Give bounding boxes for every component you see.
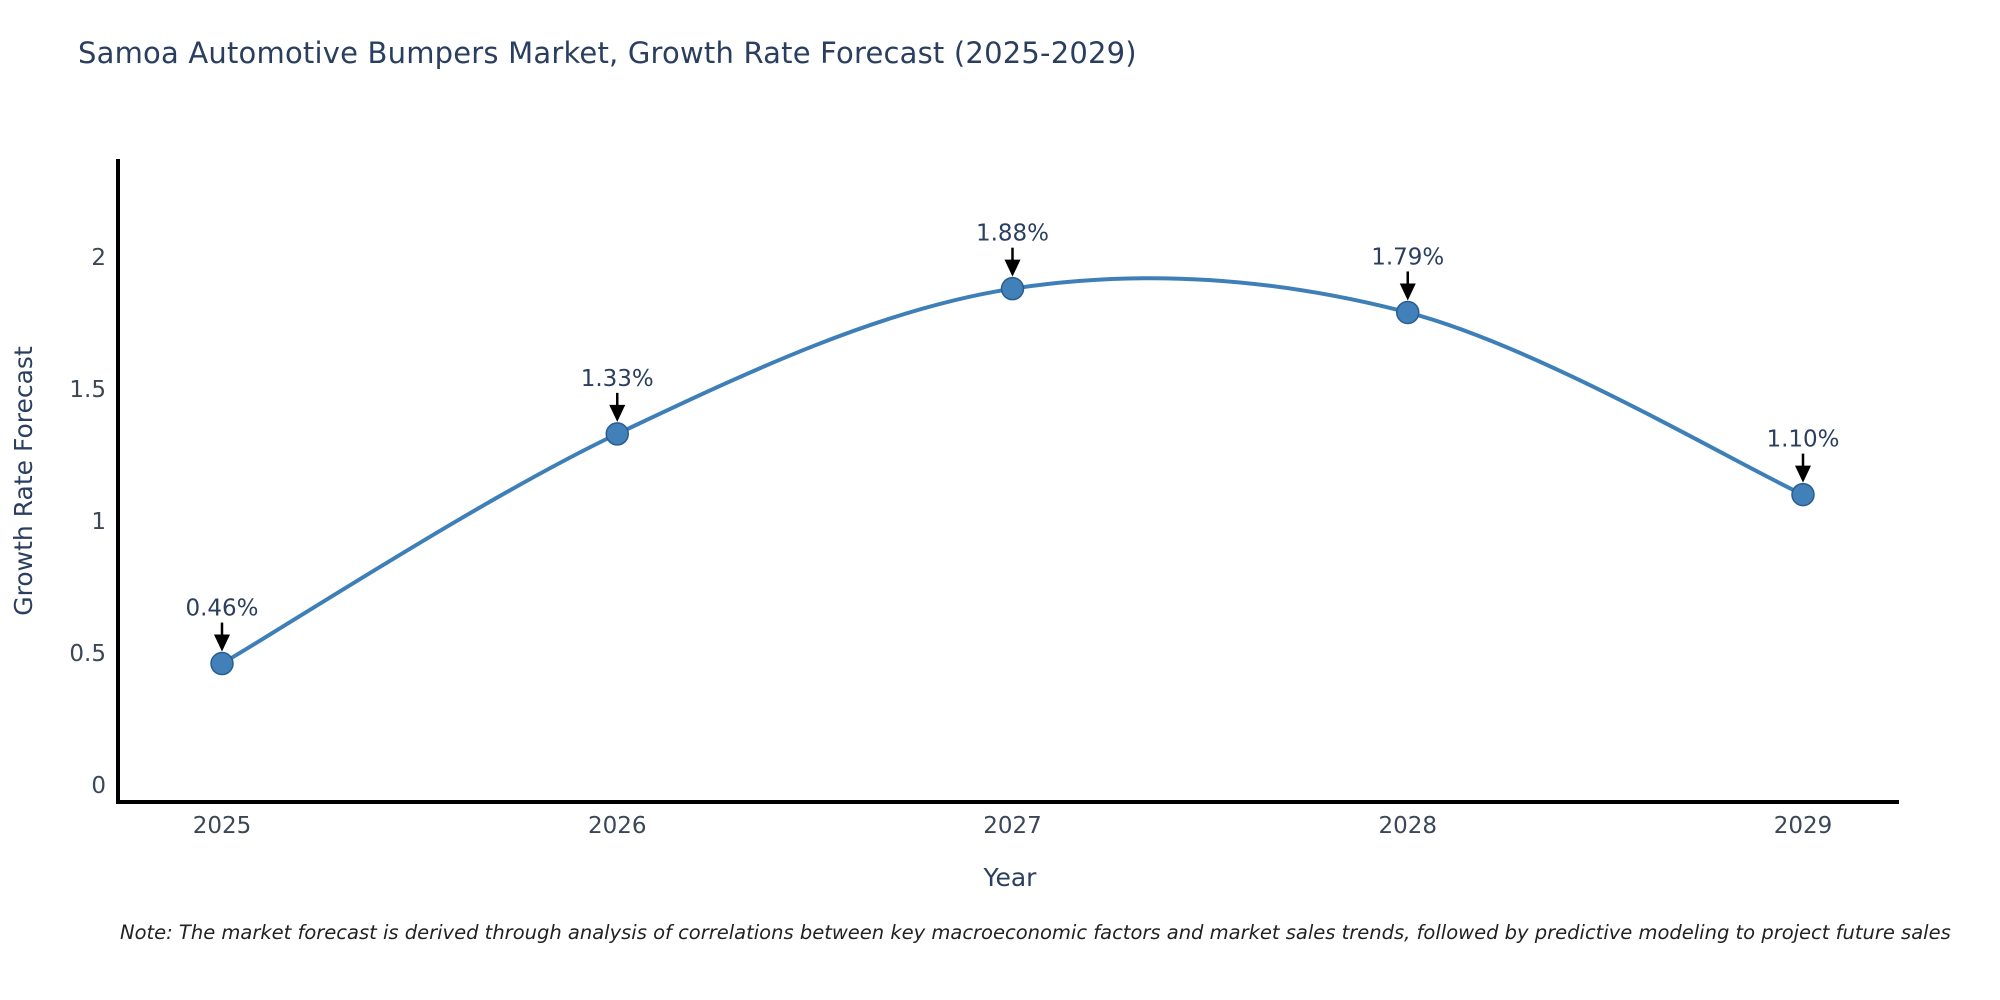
- chart-canvas[interactable]: 0.46% 1.33% 1.88% 1.79% 1.10% 0 0.5 1 1.: [0, 0, 2000, 900]
- x-tick-label: 2026: [588, 813, 647, 839]
- data-point-2027[interactable]: [1000, 276, 1025, 301]
- x-tick-label: 2029: [1774, 813, 1833, 839]
- y-tick-label: 0.5: [69, 641, 106, 667]
- arrow-head-icon: [609, 404, 626, 422]
- arrow-head-icon: [1399, 283, 1416, 301]
- x-axis-ticks: 2025 2026 2027 2028 2029: [193, 813, 1833, 839]
- arrow-head-icon: [1004, 259, 1021, 277]
- data-point-2029[interactable]: [1791, 482, 1815, 507]
- x-tick-label: 2027: [983, 813, 1042, 839]
- annotation-2028: 1.79%: [1371, 244, 1444, 301]
- data-point-2028[interactable]: [1396, 300, 1420, 325]
- annotation-label: 0.46%: [185, 596, 258, 622]
- y-axis-ticks: 0 0.5 1 1.5 2: [69, 245, 106, 799]
- y-tick-label: 2: [91, 245, 106, 271]
- annotation-label: 1.10%: [1766, 427, 1839, 453]
- data-point-2026[interactable]: [605, 422, 629, 446]
- y-tick-label: 1: [91, 509, 106, 535]
- x-axis-title: Year: [983, 863, 1038, 892]
- annotation-2026: 1.33%: [581, 366, 654, 422]
- arrow-head-icon: [214, 634, 230, 652]
- x-tick-label: 2028: [1378, 813, 1437, 839]
- forecast-line: [220, 276, 1805, 666]
- annotation-2029: 1.10%: [1766, 427, 1840, 483]
- x-tick-label: 2025: [193, 813, 252, 839]
- annotation-2027: 1.88%: [976, 221, 1049, 277]
- footnote: Note: The market forecast is derived thr…: [120, 921, 1951, 944]
- chart-title: Samoa Automotive Bumpers Market, Growth …: [78, 36, 1137, 70]
- annotation-label: 1.79%: [1371, 244, 1444, 270]
- annotation-2025: 0.46%: [185, 596, 259, 652]
- annotation-label: 1.33%: [581, 366, 654, 392]
- arrow-head-icon: [1795, 465, 1811, 483]
- data-point-2025[interactable]: [210, 651, 234, 676]
- y-tick-label: 0: [91, 773, 106, 799]
- y-tick-label: 1.5: [69, 377, 106, 403]
- annotation-label: 1.88%: [976, 221, 1049, 247]
- data-point-markers: [210, 276, 1815, 676]
- y-axis-title: Growth Rate Forecast: [9, 346, 38, 616]
